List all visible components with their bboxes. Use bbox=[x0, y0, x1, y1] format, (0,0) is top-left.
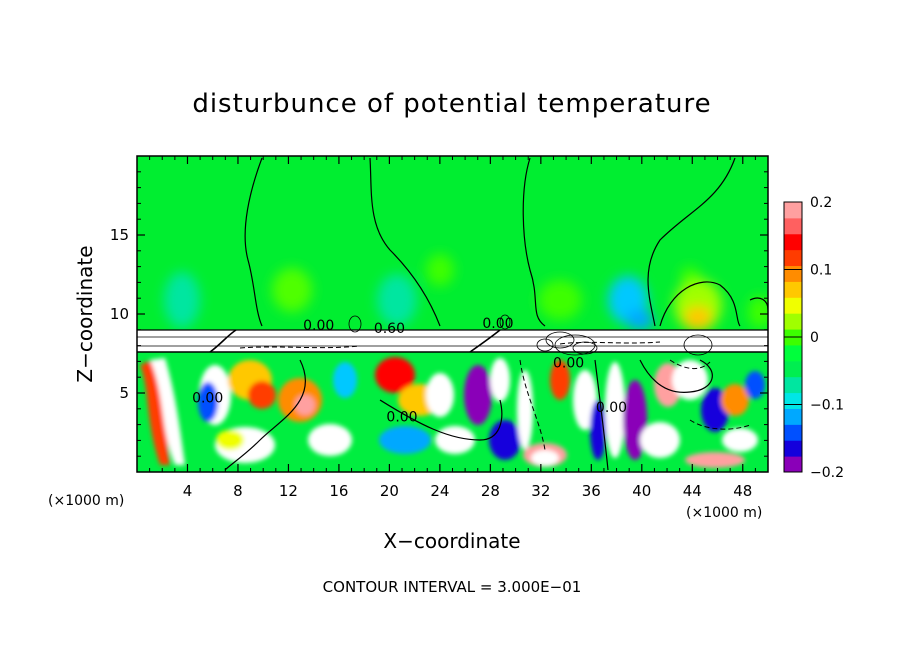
contour-label: 0.00 bbox=[482, 316, 513, 332]
contour-label: 0.00 bbox=[386, 409, 417, 425]
contour-label: 0.00 bbox=[303, 318, 334, 334]
colorbar-tick-label: 0.1 bbox=[810, 263, 832, 279]
x-tick-label: 40 bbox=[632, 482, 651, 500]
colorbar-swatch bbox=[784, 440, 802, 457]
colorbar-swatch bbox=[784, 313, 802, 330]
upper-anomalies bbox=[164, 254, 768, 331]
colorbar-ticks: 0.2 0.1 0 −0.1 −0.2 bbox=[784, 195, 844, 481]
colorbar bbox=[784, 202, 802, 473]
colorbar-tick-label: −0.2 bbox=[810, 465, 844, 481]
x-tick-label: 48 bbox=[733, 482, 752, 500]
contour-interval: CONTOUR INTERVAL = 3.000E−01 bbox=[323, 578, 582, 596]
colorbar-swatch bbox=[784, 202, 802, 219]
x-unit-left: (×1000 m) bbox=[48, 493, 124, 509]
x-tick-label: 28 bbox=[481, 482, 500, 500]
colorbar-swatch bbox=[784, 376, 802, 394]
colorbar-swatch bbox=[784, 233, 802, 251]
lower-anomalies bbox=[140, 357, 765, 468]
y-tick-label: 10 bbox=[110, 305, 129, 323]
x-axis-label: X−coordinate bbox=[383, 529, 520, 553]
y-tick-label: 5 bbox=[119, 384, 129, 402]
contour-label: 0.00 bbox=[192, 390, 223, 406]
colorbar-swatch bbox=[784, 217, 802, 235]
colorbar-swatch bbox=[784, 249, 802, 267]
y-axis-label: Z−coordinate bbox=[73, 245, 97, 382]
x-tick-label: 44 bbox=[683, 482, 702, 500]
upper-field bbox=[137, 156, 768, 332]
y-axis: 5 10 15 bbox=[110, 171, 768, 457]
chart-title: disturbunce of potential temperature bbox=[192, 89, 711, 119]
colorbar-tick-label: 0.2 bbox=[810, 195, 832, 211]
colorbar-tick-label: −0.1 bbox=[810, 398, 844, 414]
inversion-band bbox=[137, 330, 768, 352]
contour-labels: 0.00 0.60 0.00 0.00 0.00 0.00 0.00 bbox=[192, 316, 627, 425]
colorbar-swatch bbox=[784, 265, 802, 282]
plot-area: 0.00 0.60 0.00 0.00 0.00 0.00 0.00 bbox=[137, 156, 768, 472]
y-tick-label: 15 bbox=[110, 226, 129, 244]
contour-label: 0.60 bbox=[374, 321, 405, 337]
colorbar-swatch bbox=[784, 424, 802, 441]
dashed-contours bbox=[239, 341, 751, 451]
x-tick-label: 16 bbox=[329, 482, 348, 500]
colorbar-swatch bbox=[784, 456, 802, 473]
colorbar-swatch bbox=[784, 281, 802, 298]
x-tick-label: 12 bbox=[279, 482, 298, 500]
x-tick-label: 20 bbox=[380, 482, 399, 500]
colorbar-swatch bbox=[784, 392, 802, 409]
contour-cluster bbox=[348, 314, 713, 356]
x-tick-label: 8 bbox=[233, 482, 243, 500]
contour-label: 0.00 bbox=[596, 400, 627, 416]
colorbar-swatch bbox=[784, 360, 802, 378]
contour-label: 0.00 bbox=[553, 356, 584, 372]
colorbar-swatch bbox=[784, 408, 802, 425]
contour-lines bbox=[137, 157, 768, 471]
x-axis: 4 8 12 16 20 24 28 32 36 40 44 48 bbox=[149, 156, 756, 500]
x-tick-label: 36 bbox=[582, 482, 601, 500]
x-unit-right: (×1000 m) bbox=[686, 505, 762, 521]
x-tick-label: 24 bbox=[430, 482, 449, 500]
colorbar-tick-label: 0 bbox=[810, 330, 819, 346]
colorbar-swatch bbox=[784, 297, 802, 314]
x-tick-label: 4 bbox=[183, 482, 193, 500]
x-tick-label: 32 bbox=[531, 482, 550, 500]
colorbar-swatch bbox=[784, 344, 802, 362]
